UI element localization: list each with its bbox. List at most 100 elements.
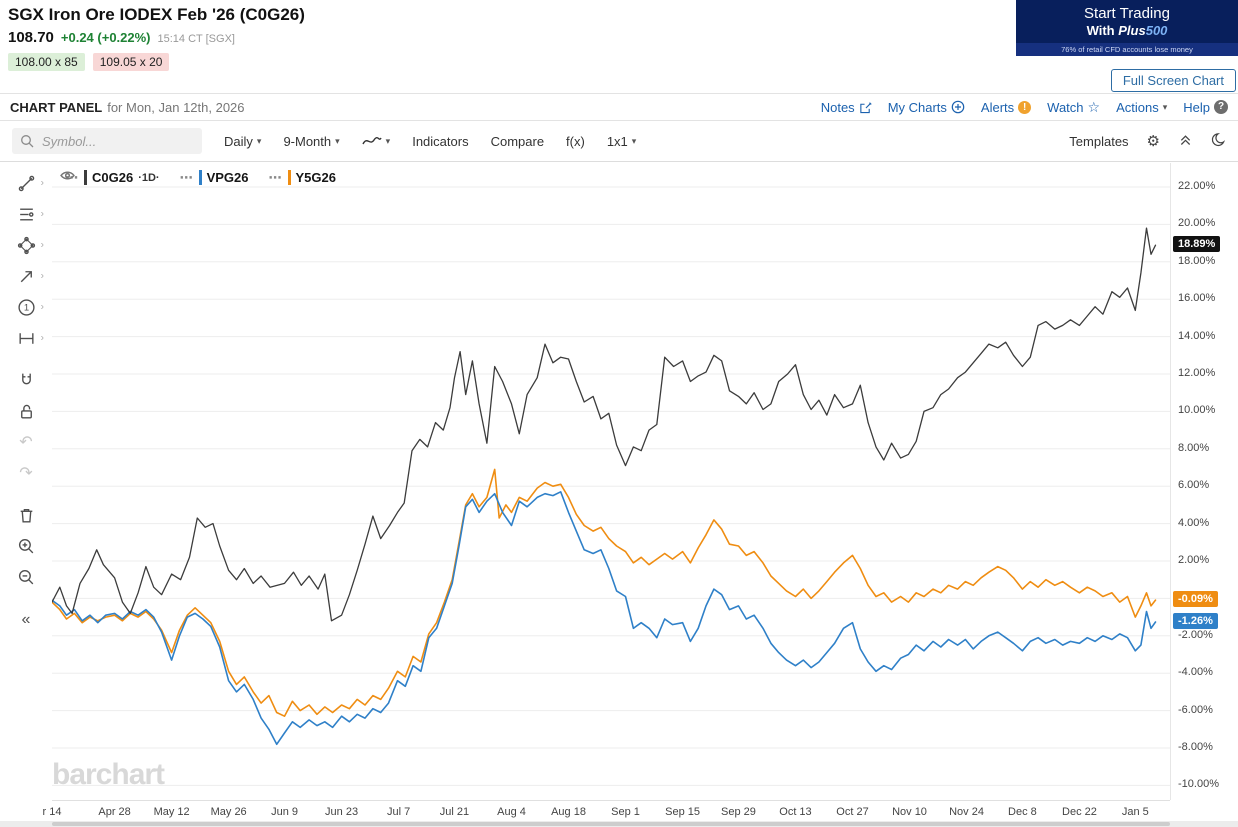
y-axis-label: -10.00%	[1178, 778, 1219, 791]
series-color-bar	[84, 170, 87, 185]
last-value-badge: 18.89%	[1173, 236, 1221, 253]
compare-button[interactable]: Compare	[491, 134, 544, 149]
range-dropdown[interactable]: 9-Month ▾	[283, 134, 339, 149]
symbol-search-input[interactable]	[40, 132, 194, 150]
my-charts-label: My Charts	[887, 99, 947, 115]
y-axis-label: 12.00%	[1178, 367, 1216, 379]
page-title: SGX Iron Ore IODEX Feb '26 (C0G26)	[8, 5, 305, 24]
x-axis[interactable]: r 14 Apr 28 May 12 May 26 Jun 9 Jun 23 Jul 7 Ju…	[43, 800, 1170, 822]
legend-symbol[interactable]: Y5G26	[295, 170, 336, 185]
frequency-dropdown[interactable]: Daily ▾	[224, 134, 261, 149]
x-axis-label: Aug 18	[551, 806, 586, 818]
settings-gear-icon[interactable]: ⚙	[1146, 132, 1160, 150]
templates-button[interactable]: Templates	[1069, 134, 1128, 149]
x-axis-label: Dec 22	[1062, 806, 1097, 818]
x-axis-label: Sep 1	[611, 806, 640, 818]
y-axis-label: 6.00%	[1178, 479, 1210, 492]
chart-type-dropdown[interactable]: ▾	[362, 135, 391, 147]
numbered-annotation-tool-button[interactable]: 1 ›	[4, 292, 48, 323]
x-axis-label: Sep 29	[721, 806, 756, 818]
my-charts-link[interactable]: My Charts	[888, 100, 965, 115]
grid-layout-label: 1x1	[606, 133, 628, 149]
full-screen-chart-button[interactable]: Full Screen Chart	[1110, 69, 1236, 92]
watch-link[interactable]: Watch ☆	[1047, 100, 1100, 115]
expressions-button[interactable]: f(x)	[566, 134, 585, 149]
frequency-label: Daily	[224, 133, 253, 149]
quote-timestamp: 15:14 CT [SGX]	[157, 33, 235, 45]
notes-link[interactable]: Notes	[821, 100, 872, 115]
chevron-down-icon: ▾	[335, 135, 340, 146]
horizontal-scrollbar[interactable]	[0, 821, 1238, 827]
scrollbar-thumb[interactable]	[52, 822, 1170, 826]
flyout-chevron-icon: ›	[40, 301, 44, 313]
redo-button[interactable]: ↷	[19, 464, 33, 482]
help-label: Help	[1183, 99, 1210, 115]
price-chart-svg	[52, 186, 1170, 786]
plus500-ad-banner[interactable]: Start Trading With Plus500 76% of retail…	[1016, 0, 1238, 56]
legend-item: ⋯ Y5G26	[60, 170, 336, 185]
measure-tool-button[interactable]: ›	[4, 323, 48, 354]
trendline-tool-button[interactable]: ›	[4, 168, 48, 199]
dark-mode-moon-icon[interactable]	[1211, 132, 1226, 150]
magnet-mode-button[interactable]	[4, 365, 48, 396]
panel-title: CHART PANEL	[10, 99, 103, 115]
fx-label: f(x)	[566, 133, 585, 149]
ad-headline: Start Trading	[1084, 5, 1170, 22]
y-axis[interactable]: 22.00% 20.00% 18.00% 16.00% 14.00% 12.00% 10.0…	[1170, 163, 1238, 800]
patterns-tool-button[interactable]: ›	[4, 230, 48, 261]
y-axis-label: -6.00%	[1178, 703, 1213, 716]
legend-symbol[interactable]: C0G26	[92, 170, 134, 185]
x-axis-label: Oct 27	[836, 806, 869, 818]
actions-label: Actions	[1116, 99, 1159, 115]
flyout-chevron-icon: ›	[40, 239, 44, 251]
collapse-rail-button[interactable]: «	[21, 610, 31, 628]
delete-drawings-button[interactable]	[4, 500, 48, 531]
y-axis-label: 4.00%	[1178, 516, 1210, 529]
x-axis-label: Sep 15	[665, 806, 700, 818]
chart-plot-area[interactable]: ⋯ C0G26 ·1D· ⋯ VPG26 ⋯ Y5G26 barchart	[52, 163, 1170, 800]
svg-text:1: 1	[23, 303, 28, 314]
alerts-link[interactable]: Alerts !	[981, 100, 1032, 115]
help-link[interactable]: Help ?	[1183, 100, 1228, 115]
collapse-toolbar-icon[interactable]	[1178, 132, 1193, 150]
x-axis-label: Dec 8	[1008, 806, 1037, 818]
help-question-icon: ?	[1214, 100, 1228, 114]
grid-layout-dropdown[interactable]: 1x1 ▾	[607, 134, 637, 149]
levels-tool-button[interactable]: ›	[4, 199, 48, 230]
symbol-search-box[interactable]	[12, 128, 202, 154]
templates-label: Templates	[1069, 133, 1129, 149]
quote-header: SGX Iron Ore IODEX Feb '26 (C0G26) 108.7…	[8, 4, 305, 71]
x-axis-label: Jun 9	[271, 806, 298, 818]
last-value-badge: -1.26%	[1173, 612, 1218, 629]
chevron-down-icon: ▾	[385, 135, 391, 146]
y-axis-label: 22.00%	[1178, 180, 1216, 192]
x-axis-label: Nov 24	[949, 806, 984, 818]
legend-symbol[interactable]: VPG26	[206, 170, 249, 185]
legend-more-icon[interactable]: ⋯	[179, 170, 194, 185]
bid-quote: 108.00 x 85	[8, 53, 85, 71]
actions-menu[interactable]: Actions ▾	[1116, 100, 1167, 115]
x-axis-label: Apr 28	[98, 806, 131, 818]
x-axis-label: Jul 21	[439, 806, 470, 818]
ad-brand-line: With Plus500	[1016, 22, 1238, 38]
zoom-in-button[interactable]	[4, 531, 48, 562]
chevron-down-icon: ▾	[631, 135, 637, 146]
y-axis-label: 16.00%	[1178, 292, 1216, 305]
x-axis-label: Aug 4	[497, 806, 526, 818]
indicators-label: Indicators	[412, 133, 469, 149]
drawing-tool-rail: › › › › 1 › › ↶ ↷ «	[0, 163, 52, 821]
legend-more-icon[interactable]: ⋯	[268, 170, 283, 185]
arrow-annotation-tool-button[interactable]: ›	[4, 261, 48, 292]
last-price: 108.70	[8, 29, 54, 46]
unlock-drawings-button[interactable]	[4, 396, 48, 427]
notes-label: Notes	[820, 99, 855, 115]
compare-label: Compare	[490, 133, 545, 149]
indicators-button[interactable]: Indicators	[412, 134, 468, 149]
undo-button[interactable]: ↶	[19, 433, 33, 451]
flyout-chevron-icon: ›	[40, 208, 44, 220]
chevron-down-icon: ▾	[1162, 101, 1168, 112]
ad-disclaimer: 76% of retail CFD accounts lose money	[1016, 43, 1238, 56]
zoom-out-button[interactable]	[4, 562, 48, 593]
panel-date: for Mon, Jan 12th, 2026	[107, 99, 245, 115]
